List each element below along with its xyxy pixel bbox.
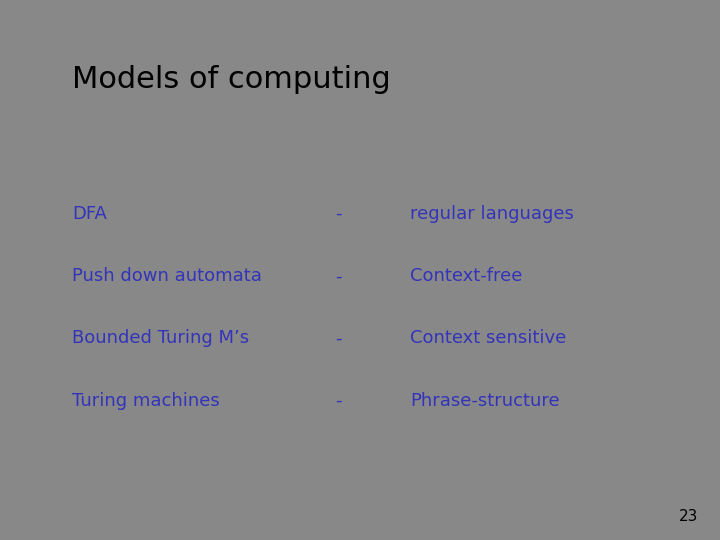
Text: 23: 23 <box>679 509 698 524</box>
Text: -: - <box>335 392 342 409</box>
Text: DFA: DFA <box>72 205 107 223</box>
Text: Turing machines: Turing machines <box>72 392 220 409</box>
Text: -: - <box>335 329 342 347</box>
Text: Phrase-structure: Phrase-structure <box>410 392 560 409</box>
Text: -: - <box>335 267 342 285</box>
Text: Context sensitive: Context sensitive <box>410 329 567 347</box>
Text: Bounded Turing M’s: Bounded Turing M’s <box>72 329 249 347</box>
Text: -: - <box>335 205 342 223</box>
Text: Context-free: Context-free <box>410 267 523 285</box>
Text: regular languages: regular languages <box>410 205 575 223</box>
Text: Models of computing: Models of computing <box>72 65 391 94</box>
Text: Push down automata: Push down automata <box>72 267 262 285</box>
